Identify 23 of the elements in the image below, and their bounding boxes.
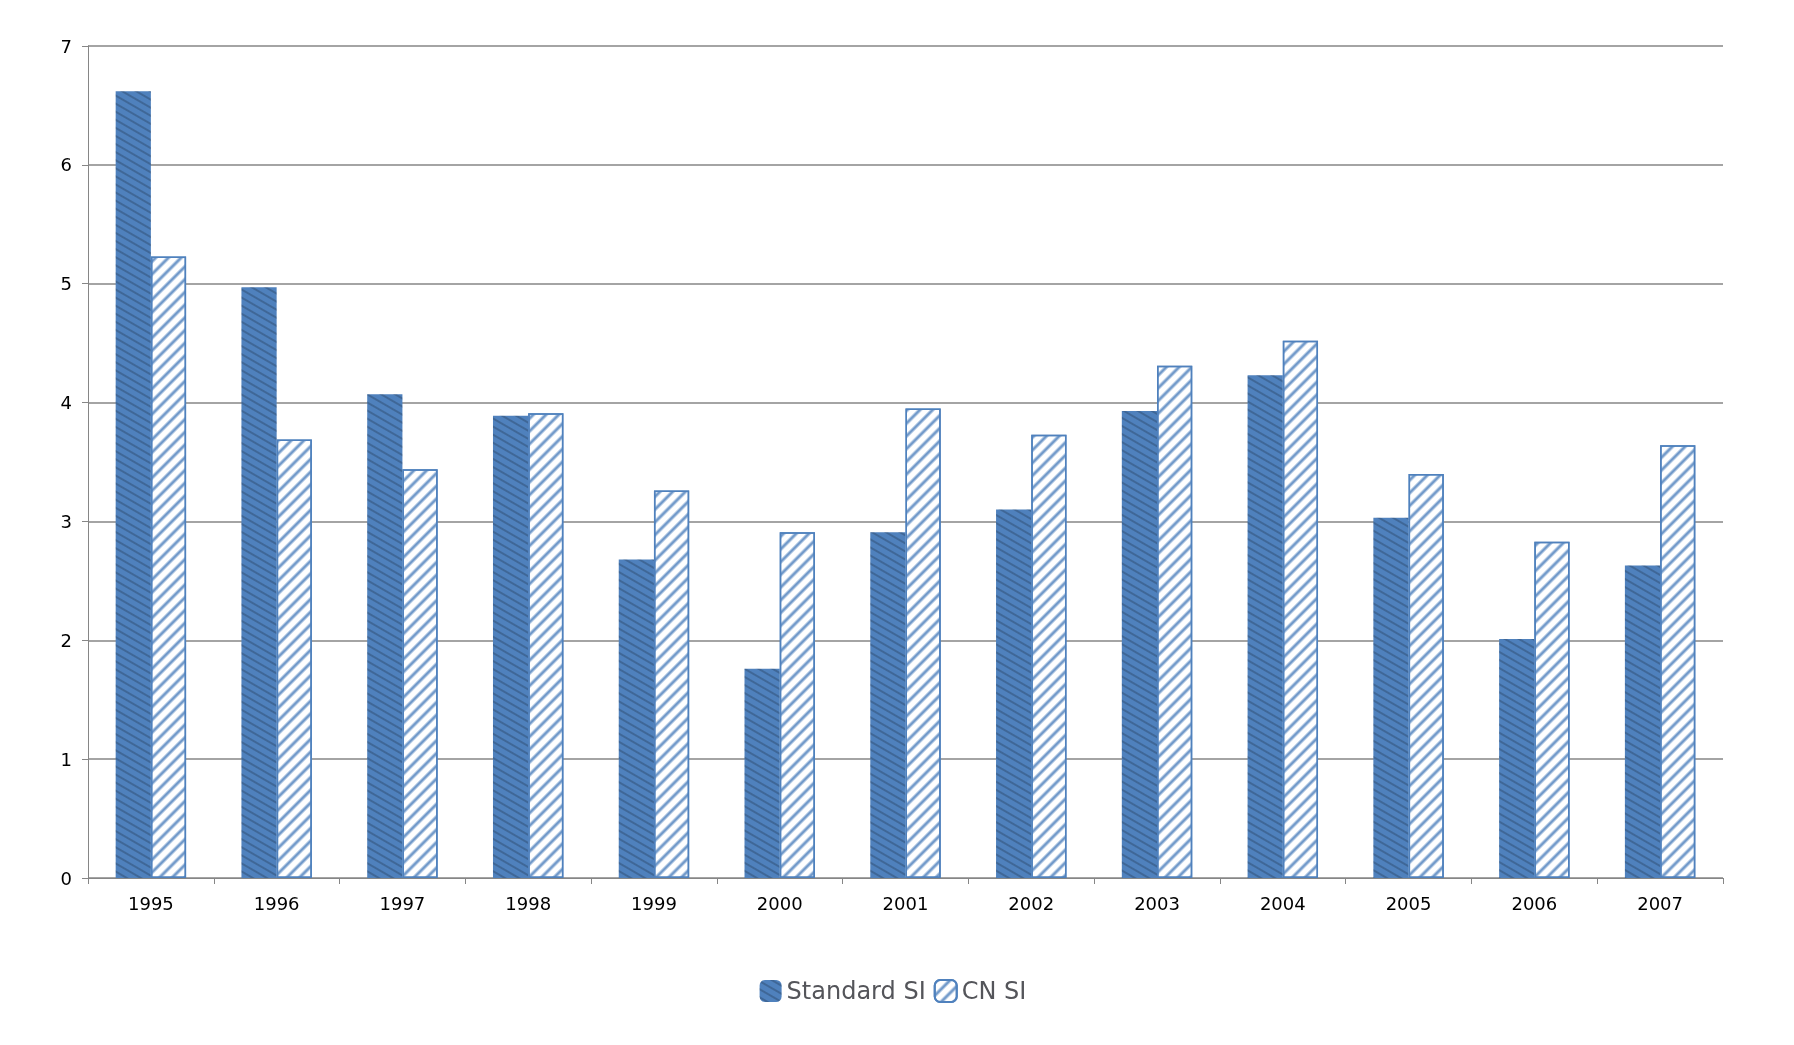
y-tick-label: 4 (60, 392, 72, 414)
x-tick-label: 2003 (1134, 892, 1180, 914)
x-tick-label: 1996 (253, 892, 300, 914)
x-tick-label: 1999 (631, 892, 677, 914)
x-tick-label: 2004 (1259, 892, 1306, 914)
legend-label: CN SI (961, 977, 1027, 1005)
y-tick-label: 5 (60, 273, 72, 295)
y-tick-label: 3 (60, 510, 72, 532)
y-tick-label: 7 (60, 35, 72, 57)
x-tick-label: 2006 (1511, 892, 1558, 914)
y-tick-label: 0 (60, 867, 72, 889)
y-tick-label: 2 (60, 629, 72, 651)
legend-label: Standard SI (786, 977, 926, 1005)
x-tick-label: 2000 (756, 892, 803, 914)
x-tick-label: 1998 (505, 892, 552, 914)
x-tick-label: 2007 (1637, 892, 1684, 914)
x-tick-label: 2001 (882, 892, 929, 914)
y-tick-label: 6 (60, 154, 72, 176)
x-tick-label: 2002 (1008, 892, 1055, 914)
x-tick-label: 1997 (379, 892, 426, 914)
x-tick-label: 1995 (127, 892, 174, 914)
x-tick-label: 2005 (1385, 892, 1432, 914)
y-tick-label: 1 (60, 748, 72, 770)
